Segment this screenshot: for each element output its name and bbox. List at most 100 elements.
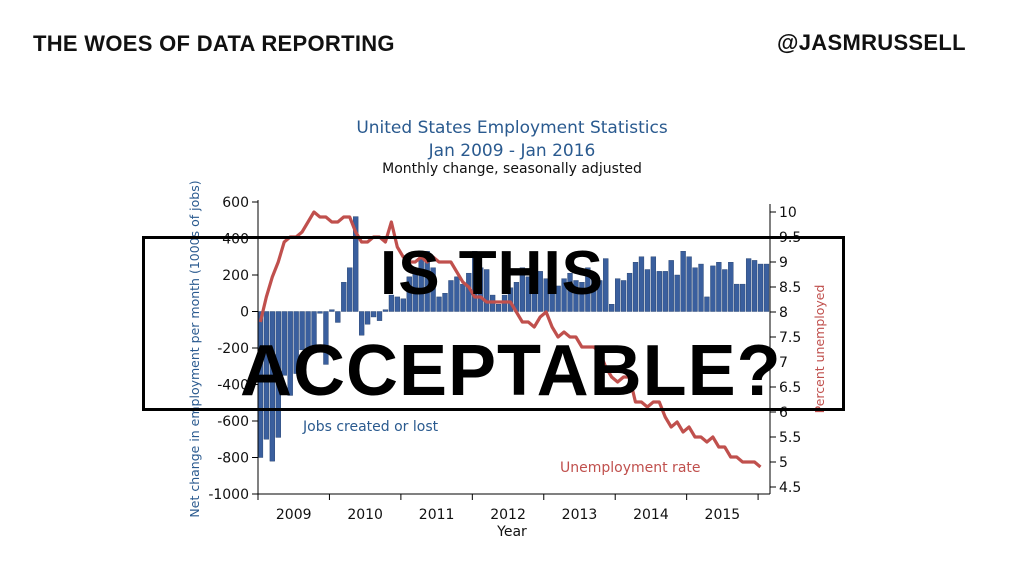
jobs-bar	[418, 254, 424, 312]
x-tick-label: 2014	[633, 507, 669, 523]
jobs-bar	[680, 251, 686, 312]
chart-subtitle: Jan 2009 - Jan 2016	[428, 141, 596, 161]
jobs-bar	[561, 278, 567, 312]
jobs-bar	[370, 311, 377, 318]
jobs-bar	[567, 272, 573, 312]
jobs-bar	[716, 262, 722, 312]
jobs-bar	[305, 311, 311, 352]
jobs-bar	[656, 271, 662, 312]
jobs-bar	[728, 262, 734, 312]
jobs-bar	[620, 280, 627, 312]
jobs-bar	[329, 309, 335, 312]
overlay-frame	[142, 236, 845, 411]
x-tick-label: 2015	[705, 507, 741, 523]
x-tick-label: 2012	[490, 507, 526, 523]
left-tick-label: -400	[217, 378, 249, 394]
right-tick-label: 6.5	[779, 380, 801, 396]
jobs-bar	[412, 271, 418, 312]
left-tick-label: 400	[222, 232, 249, 248]
jobs-bar	[299, 311, 305, 351]
jobs-bar	[638, 256, 645, 312]
jobs-bar	[442, 293, 448, 312]
right-tick-label: 10	[779, 205, 797, 221]
jobs-bar	[287, 311, 293, 396]
jobs-bar	[400, 298, 406, 312]
jobs-bar	[591, 272, 597, 312]
jobs-bar	[406, 276, 412, 312]
left-axis-label: Net change in employment per month (1000…	[187, 180, 202, 517]
jobs-bar	[495, 304, 502, 312]
jobs-bar	[650, 256, 657, 312]
jobs-bar	[686, 256, 692, 312]
jobs-bar	[662, 271, 668, 312]
jobs-bar	[388, 294, 395, 312]
jobs-bar	[436, 296, 442, 312]
jobs-bar	[674, 274, 680, 312]
jobs-bar	[757, 263, 764, 312]
x-tick-label: 2009	[276, 507, 312, 523]
jobs-bar	[293, 311, 299, 374]
jobs-bar	[698, 263, 704, 312]
right-tick-label: 7.5	[779, 330, 801, 346]
jobs-bar	[615, 278, 621, 312]
jobs-bar	[549, 272, 555, 312]
jobs-bar	[537, 271, 543, 312]
jobs-bar	[722, 269, 728, 312]
jobs-bar	[644, 269, 651, 312]
jobs-bar	[531, 283, 537, 312]
jobs-bar	[603, 258, 609, 312]
jobs-bar	[609, 304, 615, 312]
left-tick-label: -200	[217, 341, 249, 357]
jobs-bar	[317, 311, 323, 314]
jobs-bar	[740, 283, 746, 312]
jobs-bar	[335, 311, 341, 323]
jobs-bar	[364, 311, 371, 325]
jobs-bar	[668, 260, 674, 312]
jobs-bar	[341, 282, 347, 312]
right-tick-label: 8	[779, 305, 788, 321]
jobs-bar	[597, 280, 603, 312]
series-label-jobs: Jobs created or lost	[302, 419, 439, 435]
left-tick-label: 600	[222, 195, 249, 211]
jobs-bar	[430, 267, 436, 312]
overlay-headline-line2: ACCEPTABLE?	[240, 331, 782, 411]
jobs-bar	[359, 311, 365, 336]
left-tick-label: 0	[240, 305, 249, 321]
jobs-bar	[323, 311, 329, 365]
x-tick-label: 2010	[347, 507, 383, 523]
jobs-bar	[519, 267, 526, 312]
jobs-bar	[692, 267, 698, 312]
chart-title: United States Employment Statistics	[356, 118, 668, 138]
jobs-bar	[353, 216, 359, 312]
chart-caption: Monthly change, seasonally adjusted	[382, 161, 642, 177]
jobs-bar	[454, 276, 460, 312]
x-axis-label: Year	[496, 524, 527, 540]
jobs-bar	[579, 282, 585, 312]
right-tick-label: 8.5	[779, 280, 801, 296]
jobs-bar	[525, 276, 531, 312]
jobs-bar	[269, 311, 275, 462]
jobs-bar	[311, 311, 317, 349]
jobs-bar	[281, 311, 287, 376]
overlay-headline-line1: IS THIS	[380, 239, 605, 308]
left-tick-label: -1000	[208, 487, 249, 503]
jobs-bar	[347, 267, 353, 312]
jobs-bar	[745, 258, 752, 312]
right-tick-label: 9	[779, 255, 788, 271]
jobs-bar	[632, 262, 639, 312]
jobs-bar	[448, 280, 454, 312]
jobs-bar	[424, 251, 430, 312]
left-tick-label: -600	[217, 414, 249, 430]
x-tick-label: 2011	[419, 507, 455, 523]
twitter-handle: @JASMRUSSELL	[777, 30, 966, 55]
slide-title: THE WOES OF DATA REPORTING	[33, 31, 395, 56]
right-tick-label: 5.5	[779, 430, 801, 446]
right-axis-label: Percent unemployed	[812, 285, 827, 414]
jobs-bar	[555, 285, 561, 312]
jobs-bar	[382, 309, 389, 312]
jobs-bar	[484, 269, 490, 312]
left-tick-label: -800	[217, 451, 249, 467]
jobs-bar	[751, 260, 758, 312]
right-tick-label: 6	[779, 405, 788, 421]
